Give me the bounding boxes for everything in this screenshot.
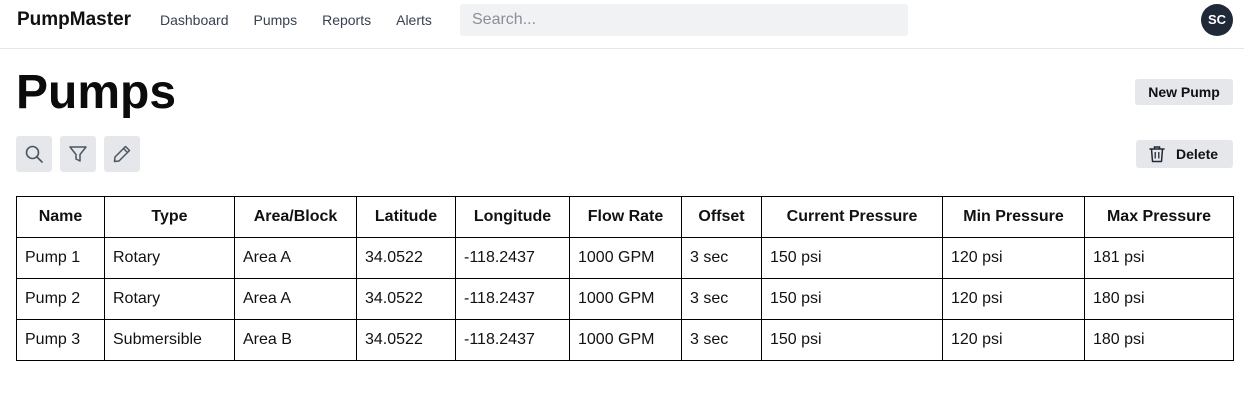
- table-cell: 181 psi: [1084, 237, 1234, 279]
- table-cell: 34.0522: [356, 237, 456, 279]
- top-navbar: PumpMaster Dashboard Pumps Reports Alert…: [0, 0, 1244, 49]
- table-cell: 180 psi: [1084, 278, 1234, 320]
- app-logo[interactable]: PumpMaster: [17, 9, 132, 30]
- table-cell: Pump 2: [16, 278, 105, 320]
- pumps-table: Name Type Area/Block Latitude Longitude …: [16, 196, 1234, 361]
- table-cell: 3 sec: [681, 319, 762, 361]
- table-cell: 150 psi: [761, 319, 943, 361]
- table-row[interactable]: Pump 2 Rotary Area A 34.0522 -118.2437 1…: [16, 278, 1234, 320]
- nav-reports[interactable]: Reports: [322, 12, 372, 28]
- table-cell: 34.0522: [356, 319, 456, 361]
- new-pump-button[interactable]: New Pump: [1135, 79, 1233, 105]
- nav-alerts[interactable]: Alerts: [396, 12, 432, 28]
- nav-dashboard[interactable]: Dashboard: [160, 12, 229, 28]
- table-cell: 120 psi: [942, 237, 1085, 279]
- table-cell: -118.2437: [455, 319, 570, 361]
- search-input[interactable]: [460, 4, 908, 36]
- search-icon: [25, 145, 43, 163]
- table-cell: 120 psi: [942, 319, 1085, 361]
- table-cell: Rotary: [104, 278, 235, 320]
- table-cell: Area B: [234, 319, 357, 361]
- column-header[interactable]: Max Pressure: [1084, 196, 1234, 238]
- table-cell: 34.0522: [356, 278, 456, 320]
- column-header[interactable]: Min Pressure: [942, 196, 1085, 238]
- table-cell: Area A: [234, 278, 357, 320]
- table-cell: 150 psi: [761, 278, 943, 320]
- table-cell: Area A: [234, 237, 357, 279]
- table-cell: Pump 3: [16, 319, 105, 361]
- table-cell: 1000 GPM: [569, 237, 682, 279]
- column-header[interactable]: Area/Block: [234, 196, 357, 238]
- column-header[interactable]: Type: [104, 196, 235, 238]
- table-cell: Rotary: [104, 237, 235, 279]
- main-nav: Dashboard Pumps Reports Alerts: [160, 12, 457, 28]
- column-header[interactable]: Current Pressure: [761, 196, 943, 238]
- table-cell: Submersible: [104, 319, 235, 361]
- delete-label: Delete: [1176, 146, 1219, 162]
- column-header[interactable]: Name: [16, 196, 105, 238]
- edit-button[interactable]: [104, 136, 140, 172]
- table-cell: 150 psi: [761, 237, 943, 279]
- trash-icon: [1149, 146, 1165, 163]
- table-cell: 1000 GPM: [569, 278, 682, 320]
- filter-icon: [69, 146, 87, 162]
- user-avatar[interactable]: SC: [1201, 4, 1233, 36]
- table-cell: -118.2437: [455, 278, 570, 320]
- table-cell: 3 sec: [681, 237, 762, 279]
- table-cell: 3 sec: [681, 278, 762, 320]
- table-cell: 180 psi: [1084, 319, 1234, 361]
- table-cell: -118.2437: [455, 237, 570, 279]
- column-header[interactable]: Offset: [681, 196, 762, 238]
- table-row[interactable]: Pump 3 Submersible Area B 34.0522 -118.2…: [16, 319, 1234, 361]
- table-cell: 120 psi: [942, 278, 1085, 320]
- column-header[interactable]: Latitude: [356, 196, 456, 238]
- table-cell: 1000 GPM: [569, 319, 682, 361]
- column-header[interactable]: Longitude: [455, 196, 570, 238]
- search-button[interactable]: [16, 136, 52, 172]
- nav-pumps[interactable]: Pumps: [253, 12, 298, 28]
- table-row[interactable]: Pump 1 Rotary Area A 34.0522 -118.2437 1…: [16, 237, 1234, 279]
- column-header[interactable]: Flow Rate: [569, 196, 682, 238]
- page-title: Pumps: [16, 66, 177, 119]
- table-cell: Pump 1: [16, 237, 105, 279]
- table-header-row: Name Type Area/Block Latitude Longitude …: [16, 196, 1234, 238]
- filter-button[interactable]: [60, 136, 96, 172]
- delete-button[interactable]: Delete: [1136, 140, 1233, 168]
- pencil-icon: [113, 145, 131, 163]
